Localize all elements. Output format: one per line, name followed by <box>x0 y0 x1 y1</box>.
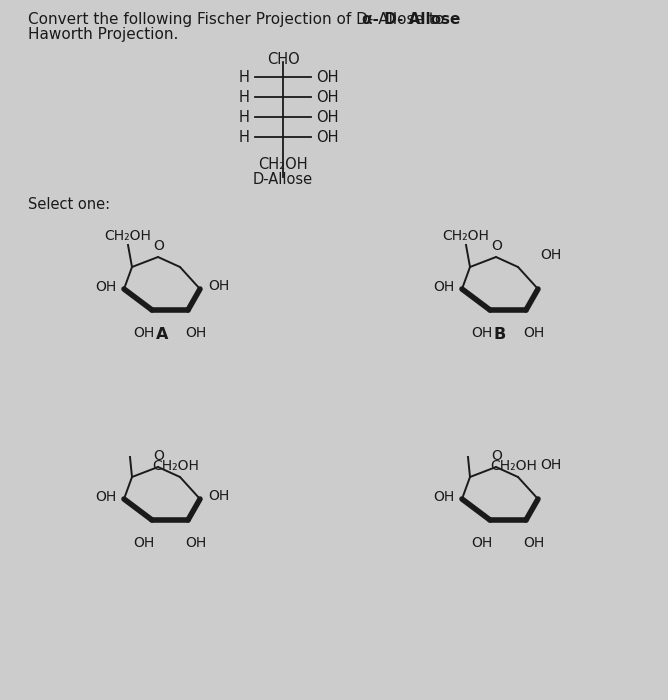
Text: Select one:: Select one: <box>28 197 110 212</box>
Text: OH: OH <box>316 109 339 125</box>
Text: OH: OH <box>208 279 229 293</box>
Text: OH: OH <box>95 280 116 294</box>
Text: OH: OH <box>186 536 206 550</box>
Text: OH: OH <box>134 326 154 340</box>
Text: CH₂OH: CH₂OH <box>259 157 308 172</box>
Text: OH: OH <box>433 280 454 294</box>
Text: OH: OH <box>186 326 206 340</box>
Text: A: A <box>156 327 168 342</box>
Text: O: O <box>492 239 502 253</box>
Text: O: O <box>154 239 164 253</box>
Text: OH: OH <box>540 248 561 262</box>
Text: α- D- Allose: α- D- Allose <box>362 12 460 27</box>
Text: OH: OH <box>208 489 229 503</box>
Text: H: H <box>239 109 250 125</box>
Text: OH: OH <box>472 326 492 340</box>
Text: OH: OH <box>523 326 544 340</box>
Text: OH: OH <box>540 458 561 472</box>
Text: OH: OH <box>523 536 544 550</box>
Text: O: O <box>154 449 164 463</box>
Text: CHO: CHO <box>267 52 299 67</box>
Text: H: H <box>239 90 250 104</box>
Text: OH: OH <box>316 69 339 85</box>
Text: Haworth Projection.: Haworth Projection. <box>28 27 178 42</box>
Text: CH₂OH: CH₂OH <box>152 459 199 473</box>
Text: OH: OH <box>95 490 116 504</box>
Text: D-Allose: D-Allose <box>253 172 313 187</box>
Text: Convert the following Fischer Projection of D- Allose to: Convert the following Fischer Projection… <box>28 12 449 27</box>
Text: H: H <box>239 130 250 144</box>
Text: OH: OH <box>134 536 154 550</box>
Text: OH: OH <box>316 130 339 144</box>
Text: CH₂OH: CH₂OH <box>490 459 537 473</box>
Text: CH₂OH: CH₂OH <box>443 229 490 243</box>
Text: OH: OH <box>316 90 339 104</box>
Text: OH: OH <box>433 490 454 504</box>
Text: OH: OH <box>472 536 492 550</box>
Text: H: H <box>239 69 250 85</box>
Text: CH₂OH: CH₂OH <box>105 229 152 243</box>
Text: B: B <box>494 327 506 342</box>
Text: O: O <box>492 449 502 463</box>
